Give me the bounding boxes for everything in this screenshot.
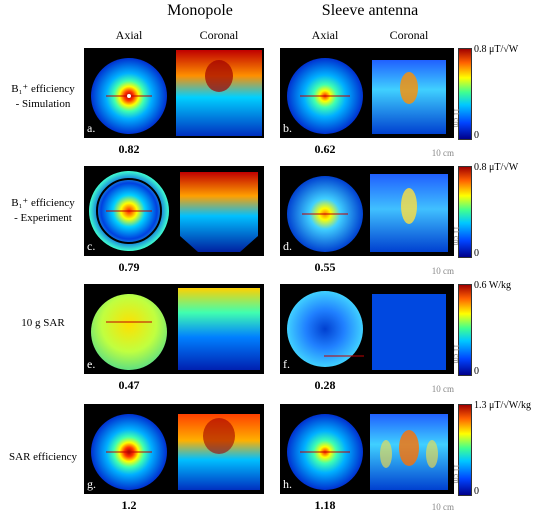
- coronal-map-e: [178, 288, 260, 370]
- col-axial-monopole: Axial: [115, 28, 143, 42]
- col-coronal-sleeve: Coronal: [389, 28, 429, 42]
- panel-d-axial-sleeve: d.: [280, 166, 370, 256]
- colorbar-3-min: 0: [474, 366, 479, 377]
- axial-map-g: [91, 414, 167, 490]
- row-label-2-line1: B₁⁺ efficiency: [11, 197, 75, 209]
- panel-g-coronal-monopole: [174, 404, 264, 494]
- scale-10cm-4: 10 cm: [431, 502, 454, 512]
- colorbar-2-max: 0.8 μT/√W: [474, 162, 519, 173]
- colorbar-3-max: 0.6 W/kg: [474, 280, 512, 291]
- axial-map-d: [287, 176, 363, 252]
- panel-label-f: f.: [283, 357, 290, 371]
- scale-11cm-1: 11 cm: [452, 108, 461, 128]
- colorbar-2: [458, 166, 472, 258]
- panel-e-axial-monopole: e.: [84, 284, 174, 374]
- colorbar-2-min: 0: [474, 248, 479, 259]
- row-label-1-line1: B₁⁺ efficiency: [11, 83, 75, 95]
- panel-f-coronal-sleeve: [364, 284, 454, 374]
- row-label-3: 10 g SAR: [0, 316, 86, 331]
- scale-11cm-2: 11 cm: [452, 226, 461, 246]
- value-c: 0.79: [118, 260, 140, 274]
- panel-label-e: e.: [87, 357, 96, 371]
- panel-h-coronal-sleeve: [364, 404, 454, 494]
- panel-g-axial-monopole: g.: [84, 404, 174, 494]
- coronal-map-h: [370, 414, 448, 490]
- axial-map-a: [91, 58, 167, 134]
- scale-10cm-3: 10 cm: [431, 384, 454, 394]
- axial-map-b: [287, 58, 363, 134]
- axial-map-h: [287, 414, 363, 490]
- panel-label-g: g.: [87, 477, 96, 491]
- coronal-map-d: [370, 174, 448, 252]
- sleeve-antenna-heading: Sleeve antenna: [321, 2, 419, 19]
- axial-map-c: [89, 171, 169, 251]
- colorbar-3: [458, 284, 472, 376]
- row-label-1: B₁⁺ efficiency - Simulation: [0, 82, 86, 112]
- scale-11cm-4: 11 cm: [452, 464, 461, 484]
- row-label-1-line2: - Simulation: [15, 98, 71, 110]
- value-e: 0.47: [118, 378, 140, 392]
- value-d: 0.55: [314, 260, 336, 274]
- colorbar-4: [458, 404, 472, 496]
- monopole-heading: Monopole: [167, 2, 233, 19]
- colorbar-1: [458, 48, 472, 140]
- panel-b-coronal-sleeve: [364, 48, 454, 138]
- panel-e-coronal-monopole: [174, 284, 264, 374]
- axial-map-f: [287, 291, 368, 367]
- colorbar-4-max: 1.3 μT/√W/kg: [474, 400, 531, 411]
- panel-a-axial-monopole: a.: [84, 48, 174, 138]
- scale-10cm-1: 10 cm: [431, 148, 454, 158]
- scale-11cm-3: 11 cm: [452, 344, 461, 364]
- coronal-map-a: [176, 50, 262, 136]
- coronal-map-f: [372, 294, 446, 370]
- colorbar-4-min: 0: [474, 486, 479, 497]
- panel-label-b: b.: [283, 121, 292, 135]
- value-a: 0.82: [118, 142, 140, 156]
- row-label-4: SAR efficiency: [0, 450, 86, 465]
- row-label-2-line2: - Experiment: [14, 212, 72, 224]
- panel-d-coronal-sleeve: [364, 166, 454, 256]
- scale-10cm-2: 10 cm: [431, 266, 454, 276]
- value-f: 0.28: [314, 378, 336, 392]
- panel-f-axial-sleeve: f.: [280, 284, 370, 374]
- col-coronal-monopole: Coronal: [199, 28, 239, 42]
- axial-map-e: [91, 294, 167, 370]
- value-b: 0.62: [314, 142, 336, 156]
- panel-c-axial-monopole: c.: [84, 166, 174, 256]
- panel-h-axial-sleeve: h.: [280, 404, 370, 494]
- panel-label-d: d.: [283, 239, 292, 253]
- value-h: 1.18: [314, 498, 336, 512]
- coronal-map-b: [372, 60, 446, 134]
- col-axial-sleeve: Axial: [311, 28, 339, 42]
- colorbar-1-min: 0: [474, 130, 479, 141]
- row-label-4-line1: SAR efficiency: [9, 451, 77, 463]
- value-g: 1.2: [121, 498, 137, 512]
- row-label-3-line1: 10 g SAR: [21, 317, 65, 329]
- row-label-2: B₁⁺ efficiency - Experiment: [0, 196, 86, 226]
- panel-c-coronal-monopole: [174, 166, 264, 256]
- coronal-map-c: [180, 172, 258, 252]
- panel-label-a: a.: [87, 121, 96, 135]
- colorbar-1-max: 0.8 μT/√W: [474, 44, 519, 55]
- panel-b-axial-sleeve: b.: [280, 48, 370, 138]
- panel-a-coronal-monopole: [174, 48, 264, 138]
- panel-label-h: h.: [283, 477, 292, 491]
- panel-label-c: c.: [87, 239, 96, 253]
- coronal-map-g: [178, 414, 260, 490]
